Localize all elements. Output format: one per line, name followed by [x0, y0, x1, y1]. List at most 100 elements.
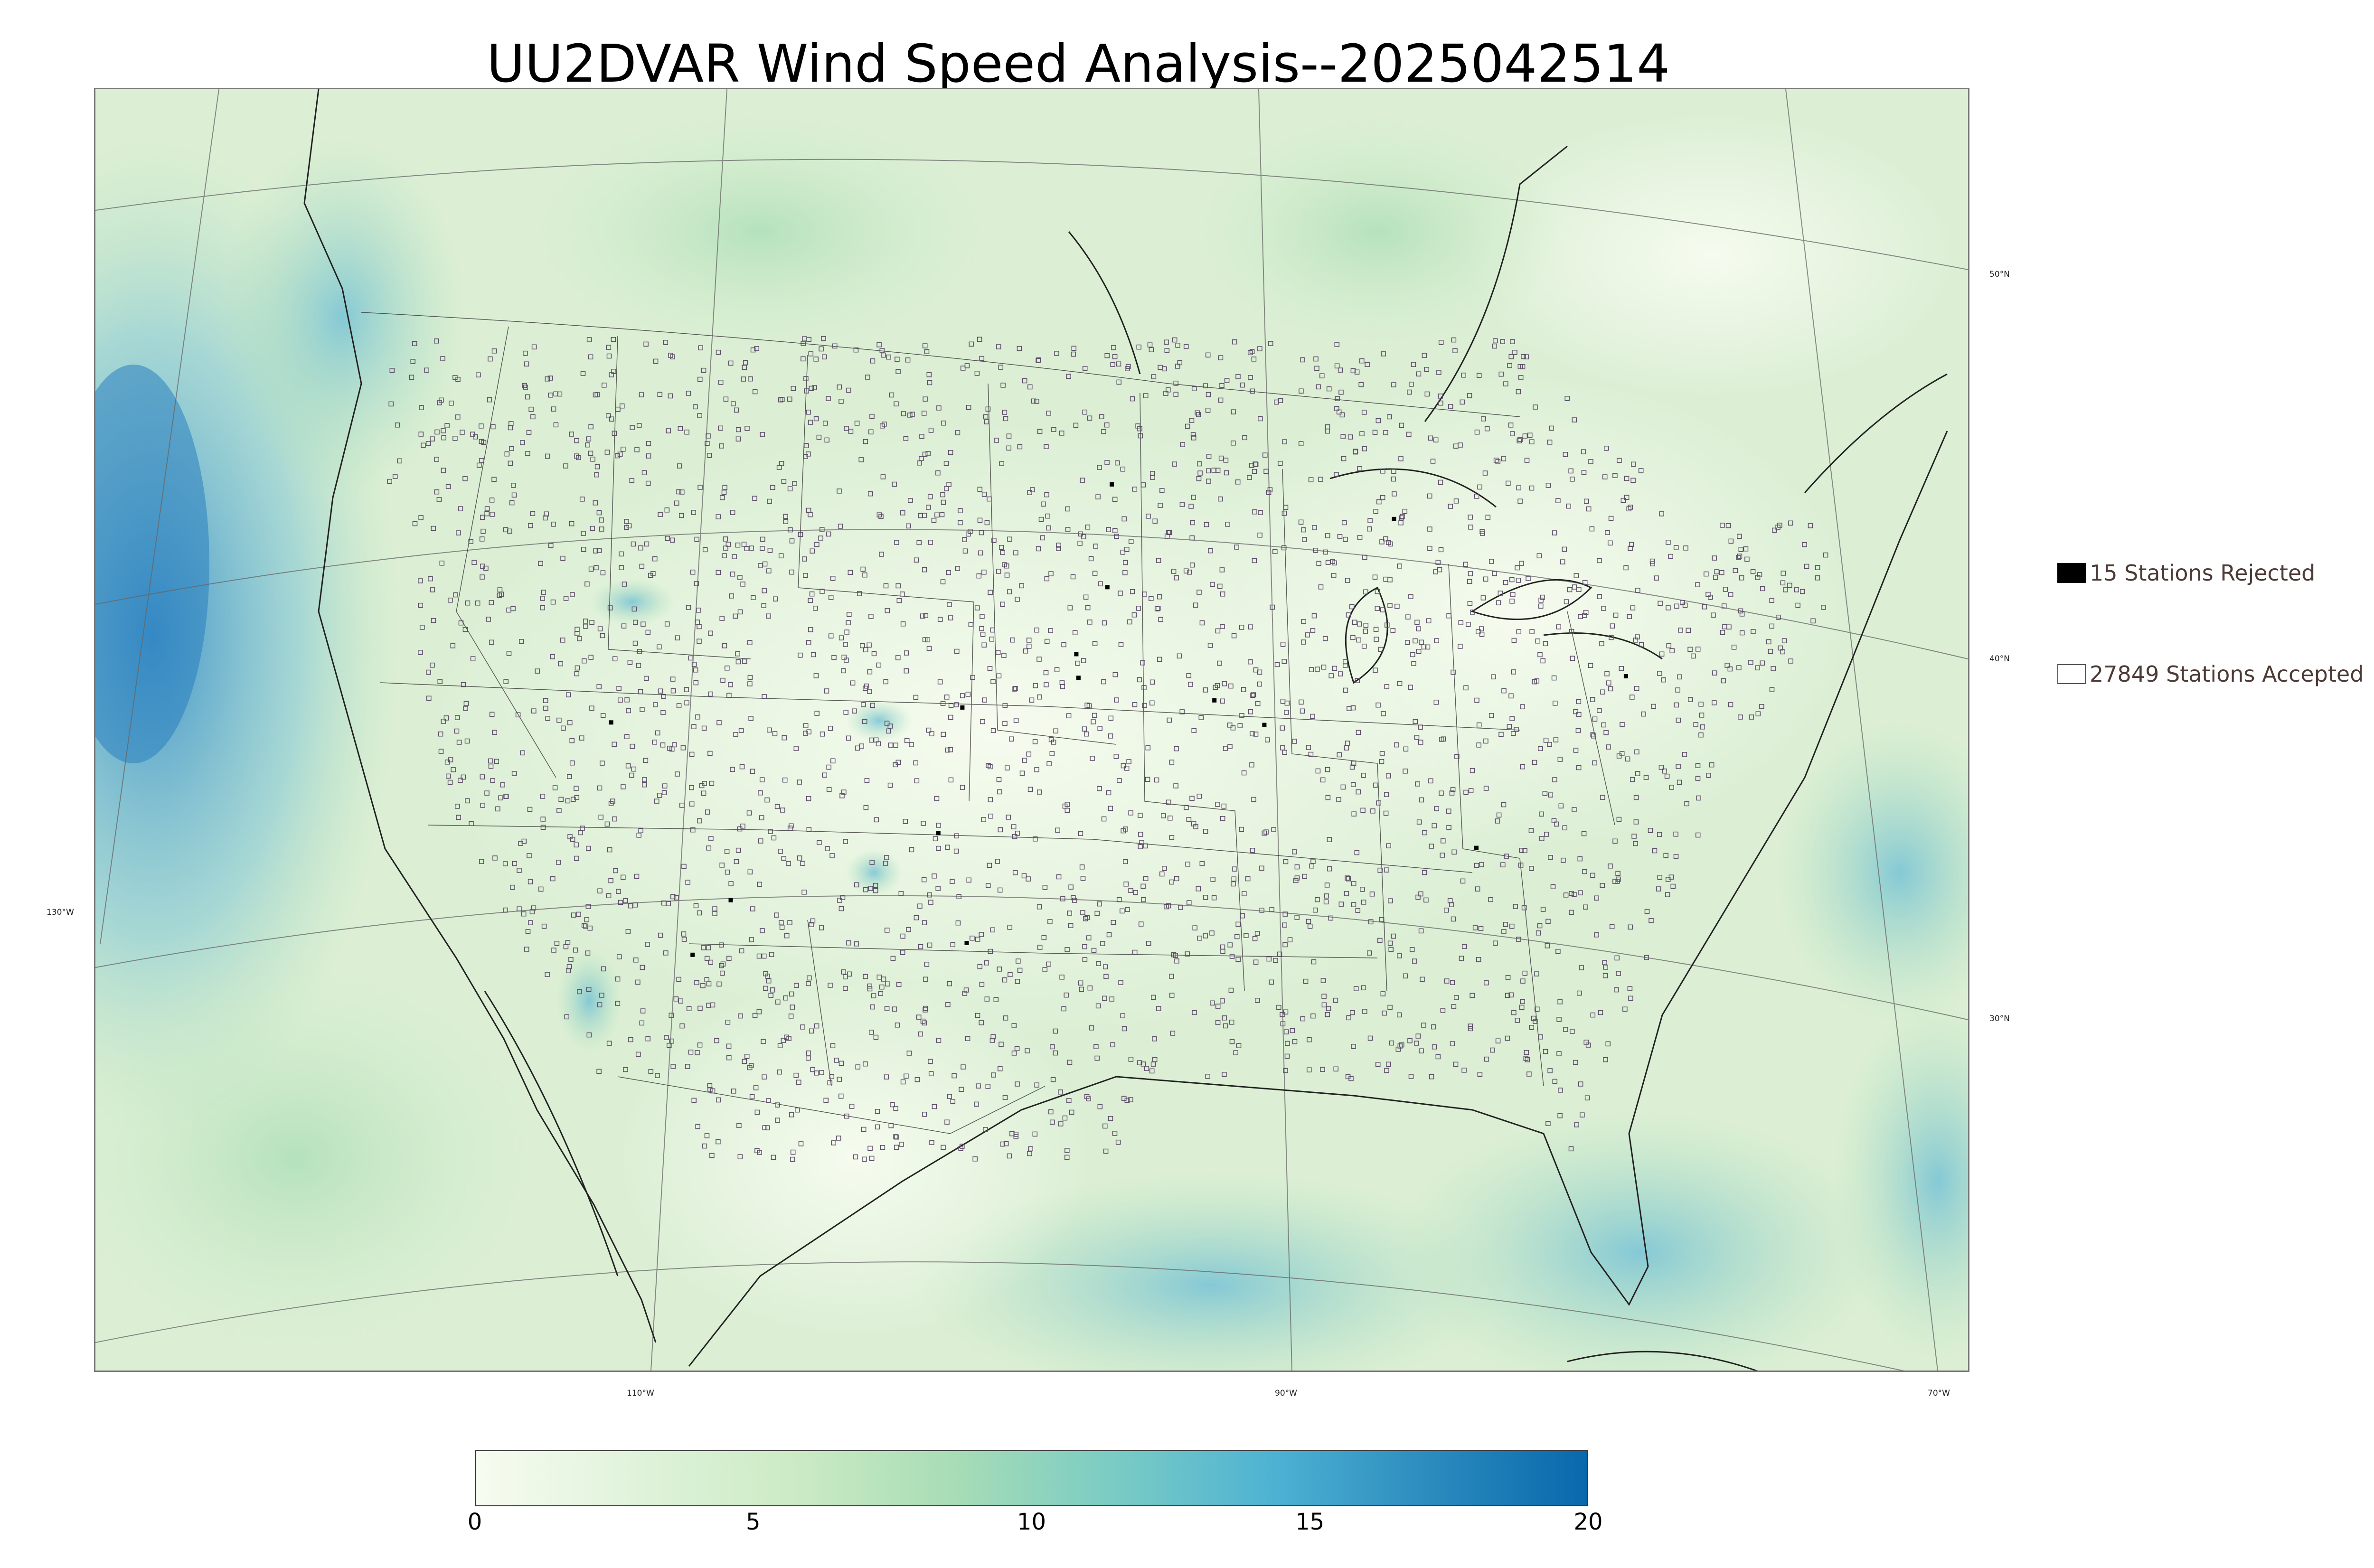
accepted-station-marker [1145, 745, 1151, 751]
accepted-station-marker [893, 1134, 898, 1139]
accepted-station-marker [694, 581, 699, 586]
accepted-station-marker [734, 407, 739, 413]
accepted-station-marker [1391, 933, 1396, 939]
accepted-station-marker [996, 777, 1002, 782]
accepted-station-marker [1668, 874, 1674, 880]
accepted-station-marker [1347, 434, 1353, 440]
accepted-station-marker [1543, 1049, 1548, 1054]
accepted-station-marker [1453, 1061, 1459, 1067]
accepted-station-marker [1545, 1121, 1551, 1126]
accepted-station-marker [639, 1020, 645, 1026]
wind-speed-map[interactable] [94, 88, 1969, 1372]
accepted-station-marker [579, 735, 584, 741]
accepted-station-marker [1606, 744, 1611, 750]
accepted-station-marker [1157, 657, 1162, 662]
accepted-station-marker [1411, 661, 1416, 666]
accepted-station-marker [455, 414, 461, 420]
accepted-station-marker [1720, 523, 1725, 528]
accepted-station-marker [1537, 746, 1543, 751]
accepted-station-marker [1012, 834, 1017, 839]
accepted-station-marker [1138, 433, 1143, 439]
accepted-station-marker [511, 483, 516, 488]
accepted-station-marker [1739, 630, 1745, 636]
accepted-station-marker [1247, 475, 1252, 480]
accepted-station-marker [1601, 722, 1606, 728]
accepted-station-marker [759, 777, 765, 782]
accepted-station-marker [601, 966, 606, 972]
accepted-station-marker [950, 1099, 956, 1104]
accepted-station-marker [625, 929, 631, 934]
accepted-station-marker [797, 855, 802, 861]
accepted-station-marker [645, 480, 651, 486]
accepted-station-marker [899, 592, 905, 597]
accepted-station-marker [1258, 510, 1263, 515]
accepted-station-marker [1104, 353, 1110, 358]
accepted-station-marker [600, 633, 605, 638]
accepted-station-marker [884, 1006, 890, 1011]
accepted-station-marker [1311, 613, 1317, 619]
accepted-station-marker [1112, 354, 1118, 359]
accepted-station-marker [1496, 812, 1502, 818]
accepted-station-marker [1399, 1042, 1404, 1048]
accepted-station-marker [1438, 394, 1443, 399]
accepted-station-marker [837, 488, 842, 494]
accepted-station-marker [1460, 878, 1466, 884]
accepted-station-marker [883, 679, 888, 685]
accepted-station-marker [1678, 628, 1683, 633]
accepted-station-marker [452, 436, 458, 441]
accepted-station-marker [574, 671, 580, 676]
accepted-station-marker [1720, 629, 1725, 635]
accepted-station-marker [1474, 697, 1479, 703]
accepted-station-marker [1085, 605, 1091, 610]
accepted-station-marker [1173, 783, 1178, 789]
accepted-station-marker [981, 642, 987, 648]
accepted-station-marker [1597, 594, 1602, 600]
accepted-station-marker [1002, 410, 1008, 415]
accepted-station-marker [775, 1102, 780, 1108]
accepted-station-marker [754, 346, 760, 351]
accepted-station-marker [1173, 392, 1178, 397]
accepted-station-marker [879, 552, 884, 557]
accepted-station-marker [540, 596, 545, 601]
accepted-station-marker [742, 658, 747, 664]
accepted-station-marker [512, 861, 518, 866]
accepted-station-marker [914, 915, 919, 920]
accepted-station-marker [1015, 830, 1020, 836]
accepted-station-marker [624, 734, 630, 740]
accepted-station-marker [660, 710, 666, 715]
accepted-station-marker [1384, 867, 1389, 873]
accepted-station-marker [565, 798, 571, 804]
accepted-station-marker [1191, 728, 1196, 733]
accepted-station-marker [583, 619, 588, 624]
accepted-station-marker [652, 740, 658, 745]
accepted-station-marker [1189, 418, 1195, 423]
accepted-station-marker [994, 438, 999, 443]
accepted-station-marker [428, 576, 433, 582]
accepted-station-marker [663, 339, 669, 345]
accepted-station-marker [1389, 1040, 1394, 1046]
accepted-station-marker [1375, 606, 1380, 611]
accepted-station-marker [573, 948, 578, 953]
accepted-station-marker [1203, 383, 1208, 388]
accepted-station-marker [941, 420, 946, 426]
accepted-station-marker [725, 869, 730, 875]
accepted-station-marker [1350, 635, 1356, 640]
accepted-station-marker [646, 453, 651, 459]
accepted-station-marker [1533, 404, 1538, 410]
accepted-station-marker [1628, 995, 1633, 1001]
accepted-station-marker [1106, 932, 1112, 938]
accepted-station-marker [657, 392, 663, 397]
accepted-station-marker [1424, 366, 1430, 372]
accepted-station-marker [1355, 908, 1361, 913]
accepted-station-marker [653, 702, 658, 707]
accepted-station-marker [1635, 771, 1640, 776]
accepted-station-marker [1600, 883, 1605, 888]
accepted-station-marker [586, 845, 591, 851]
rejected-station-marker [1076, 676, 1081, 680]
accepted-station-marker [1422, 353, 1427, 358]
colorbar-gradient [476, 1451, 1587, 1505]
accepted-station-marker [803, 454, 808, 459]
accepted-station-marker [879, 984, 885, 990]
accepted-station-marker [569, 738, 575, 743]
accepted-station-marker [1591, 733, 1596, 739]
